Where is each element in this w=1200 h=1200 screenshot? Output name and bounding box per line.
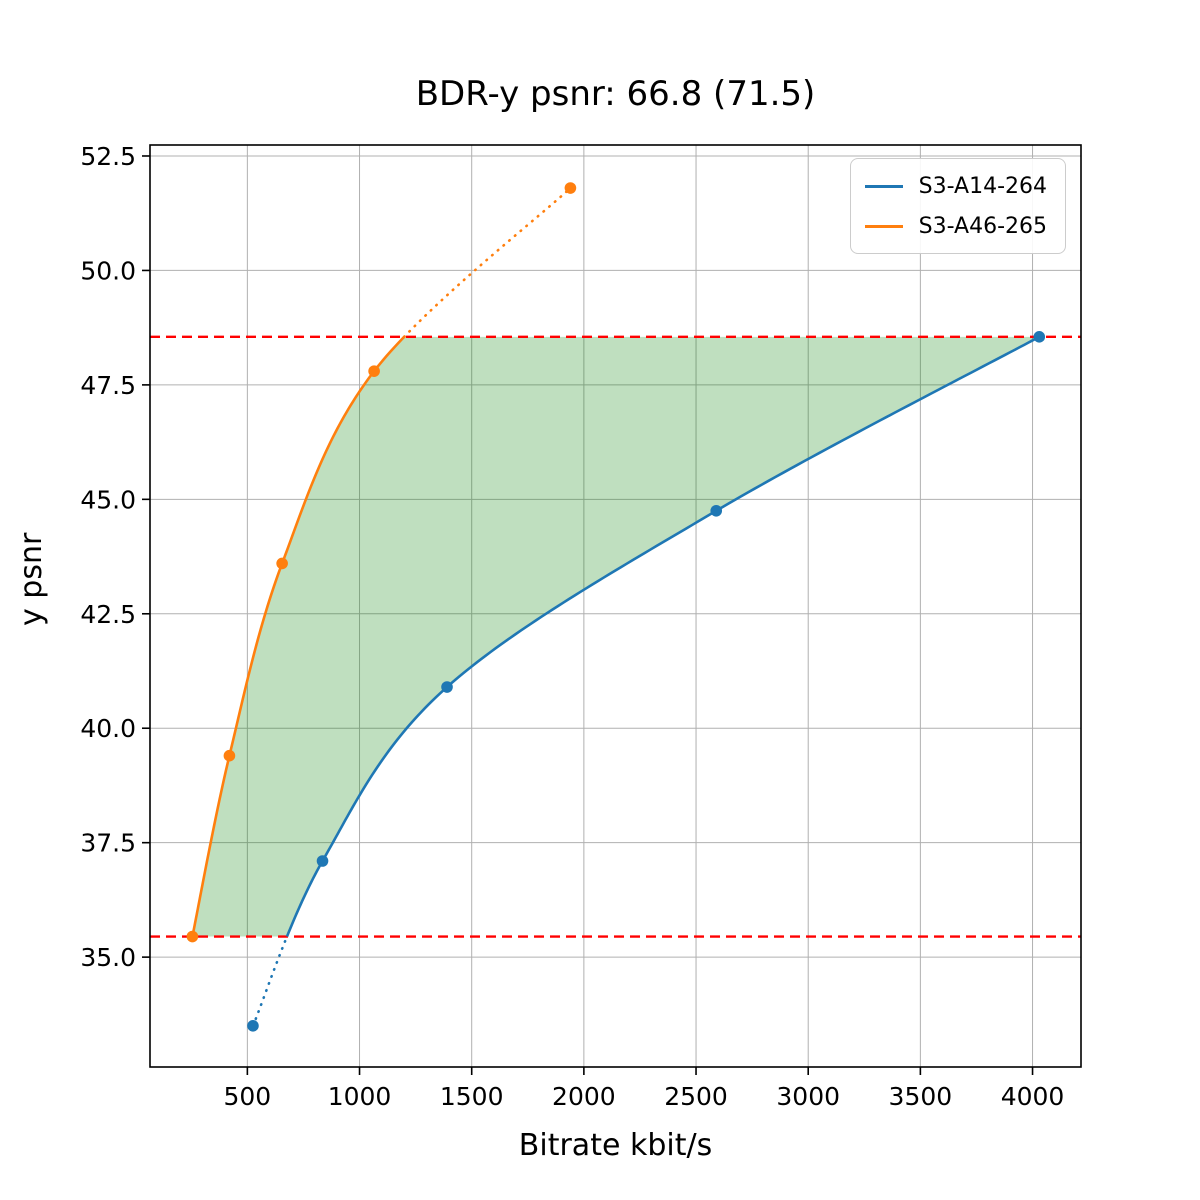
x-tick-label: 4000 (1001, 1082, 1065, 1111)
y-tick-label: 50.0 (80, 256, 136, 285)
y-tick-label: 42.5 (80, 600, 136, 629)
legend: S3-A14-264 S3-A46-265 (849, 158, 1066, 254)
y-tick-label: 37.5 (80, 829, 136, 858)
legend-item: S3-A14-264 (864, 169, 1047, 203)
y-tick-label: 35.0 (80, 943, 136, 972)
x-tick-label: 3000 (776, 1082, 840, 1111)
legend-item: S3-A46-265 (864, 209, 1047, 243)
x-tick-label: 1000 (328, 1082, 392, 1111)
y-tick-label: 47.5 (80, 371, 136, 400)
legend-label: S3-A14-264 (918, 173, 1047, 199)
y-tick-label: 45.0 (80, 485, 136, 514)
y-tick-label: 52.5 (80, 142, 136, 171)
x-tick-label: 2500 (664, 1082, 728, 1111)
y-axis-label: y psnr (14, 532, 49, 626)
x-tick-label: 3500 (889, 1082, 953, 1111)
legend-line-swatch-blue (864, 184, 903, 188)
x-axis-label: Bitrate kbit/s (518, 1128, 713, 1163)
chart-title: BDR-y psnr: 66.8 (71.5) (415, 74, 816, 114)
x-tick-label: 2000 (552, 1082, 616, 1111)
x-tick-label: 1500 (440, 1082, 504, 1111)
y-tick-label: 40.0 (80, 714, 136, 743)
legend-label: S3-A46-265 (918, 213, 1047, 239)
legend-line-swatch-orange (864, 224, 903, 228)
x-tick-label: 500 (224, 1082, 272, 1111)
